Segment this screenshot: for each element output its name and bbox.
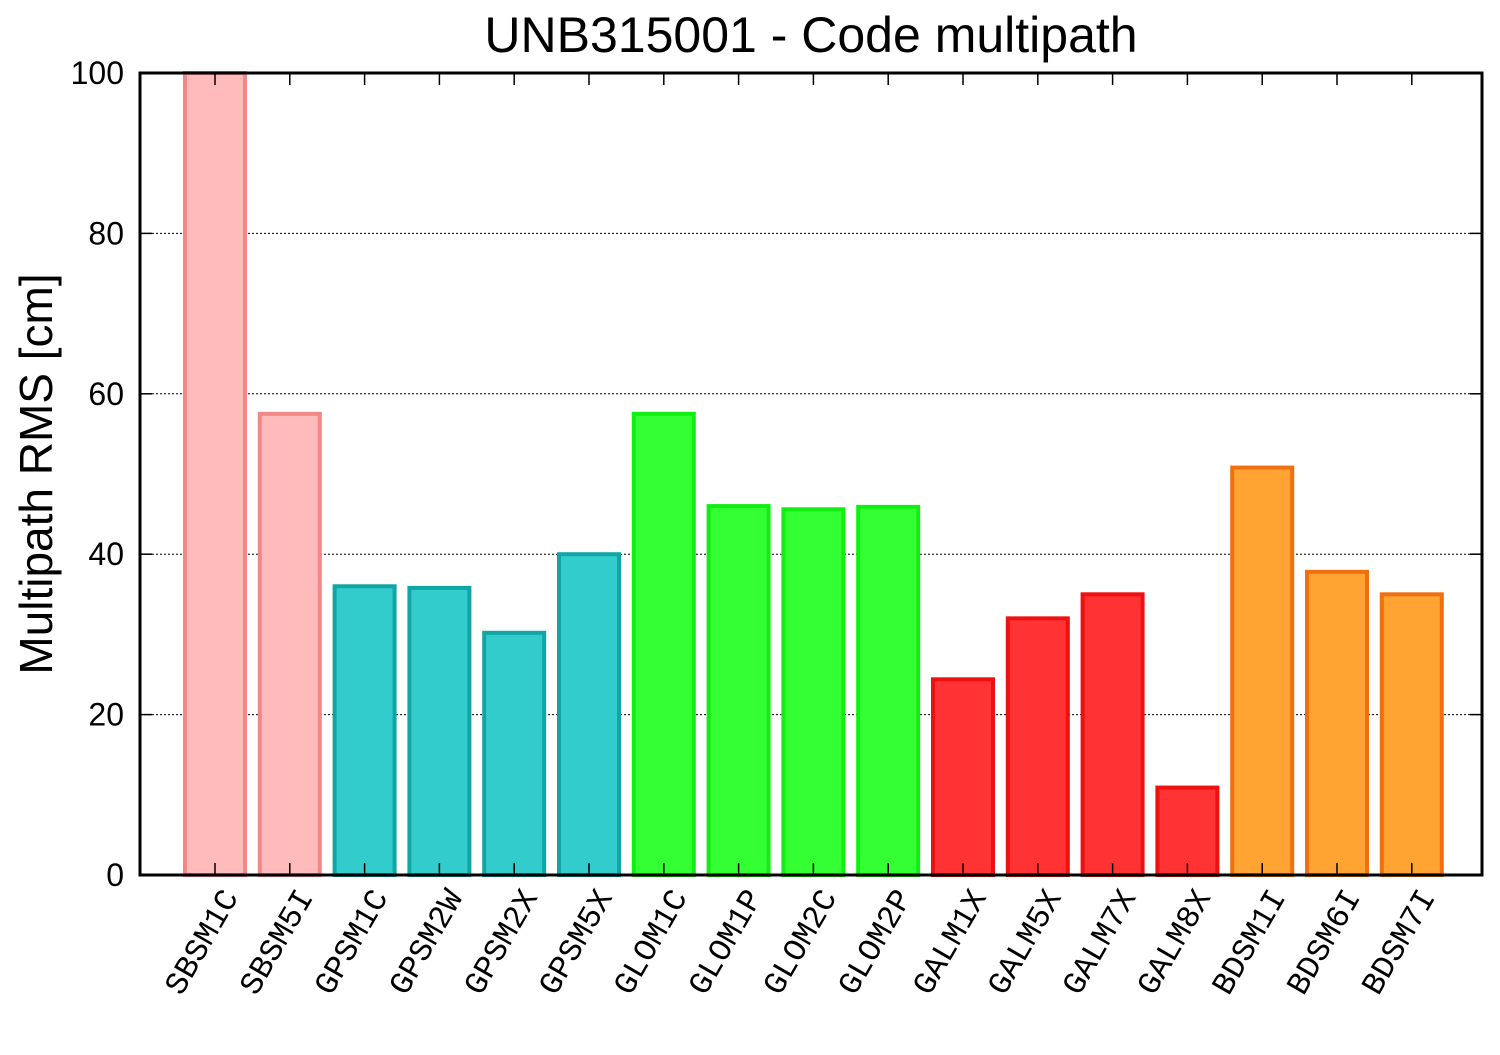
- bar-galm8x: [1155, 785, 1220, 877]
- y-tick-label: 60: [88, 376, 124, 412]
- bar-glom2p: [856, 504, 921, 877]
- bar-glom1p: [706, 504, 771, 877]
- bar-gpsm5x: [557, 552, 621, 877]
- y-tick-label: 40: [88, 536, 124, 572]
- bar-bdsm6i: [1305, 569, 1369, 877]
- y-tick-label: 0: [106, 857, 124, 893]
- bar-sbsm1c: [183, 71, 247, 877]
- bar-gpsm2x: [482, 630, 547, 878]
- bar-gpsm2w: [407, 585, 472, 877]
- bar-galm7x: [1080, 592, 1145, 877]
- bar-bdsm7i: [1379, 592, 1444, 877]
- plot-frame: [138, 71, 1484, 877]
- y-tick-label: 80: [88, 215, 124, 251]
- bar-glom2c: [781, 507, 846, 877]
- bar-sbsm5i: [257, 411, 322, 877]
- bars: [183, 71, 1444, 878]
- y-tick-label: 20: [88, 697, 124, 733]
- bar-glom1c: [631, 411, 696, 877]
- bar-galm5x: [1005, 616, 1070, 877]
- bar-gpsm1c: [332, 584, 397, 878]
- bar-bdsm1i: [1230, 465, 1295, 877]
- y-tick-label: 100: [71, 55, 124, 91]
- y-axis-ticks: 0 20 40 60 80 100: [71, 55, 1482, 893]
- y-axis-label: Multipath RMS [cm]: [10, 273, 62, 674]
- bar-galm1x: [931, 677, 995, 878]
- chart-title: UNB315001 - Code multipath: [484, 7, 1137, 63]
